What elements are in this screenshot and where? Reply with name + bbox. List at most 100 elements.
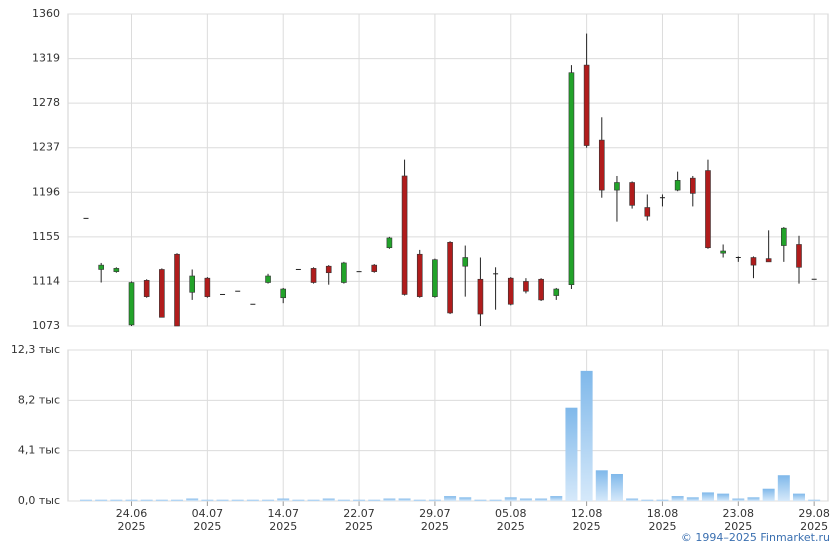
candle-body [98,264,104,270]
candle-body [705,170,711,249]
volume-bar [762,488,775,501]
y-tick-label: 1319 [32,52,60,65]
volume-bar [95,499,108,501]
candle-body [750,257,757,266]
y-tick-label: 1196 [32,185,60,198]
volume-bar [277,498,290,501]
candle-body [447,241,453,314]
x-tick-label: 22.07 2025 [343,507,375,533]
volume-bar [489,499,502,501]
volume-bar [216,499,229,501]
x-tick-label: 12.08 2025 [570,507,603,533]
volume-bar [535,498,548,501]
candle-body [174,253,180,327]
candle-body [265,275,271,283]
volume-bar [322,498,335,501]
volume-bar [307,499,320,501]
y-tick-label: 4,1 тыс [18,444,60,457]
candle-body [507,277,514,305]
candle-body [568,72,575,285]
y-tick-label: 12,3 тыс [11,343,60,356]
volume-bar [626,498,639,501]
volume-bar [201,499,214,501]
volume-bar [550,496,563,501]
volume-bar [428,499,441,501]
copyright[interactable]: © 1994–2025 Finmarket.ru [680,531,830,544]
candle-body [644,207,651,217]
volume-bar [246,499,259,501]
x-tick-label: 14.07 2025 [267,507,299,533]
volume-bar [792,493,805,501]
y-tick-label: 1278 [32,96,60,109]
volume-bar [413,499,426,501]
candle-body [371,264,378,272]
volume-bar [186,498,199,501]
volume-bar [808,499,821,501]
candle-body [113,268,120,272]
volume-bar [610,473,623,501]
volume-bar [444,496,457,501]
candle-body [159,269,165,318]
volume-bar [80,499,92,501]
candle-body [189,275,195,293]
plot-frame [67,349,829,502]
volume-bar [671,496,684,501]
volume-bar [337,499,350,501]
candle-body [341,262,347,283]
candle-body [204,277,211,297]
y-tick-label: 0,0 тыс [18,494,60,507]
volume-bar [504,497,517,501]
volume-bar [474,499,487,501]
candle-body [614,182,620,191]
volume-bar [140,499,153,501]
candle-body [128,282,135,326]
candle-body [553,288,560,296]
candle-body [416,253,423,297]
volume-bar [641,499,654,501]
volume-bar [368,499,381,501]
volume-bar [171,499,184,501]
volume-bar [656,499,669,501]
x-tick-label: 04.07 2025 [191,507,224,533]
candle-body [523,281,529,292]
volume-bar [686,497,699,501]
candle-body [598,139,605,191]
candle-body [477,278,484,315]
candle-body [325,265,332,274]
volume-bar [595,470,608,501]
volume-bar [383,498,396,501]
x-tick-label: 05.08 2025 [495,507,527,533]
x-tick-label: 29.08 2025 [798,507,830,533]
candle-body [689,177,696,194]
candle-body [720,250,726,254]
volume-bar [701,492,714,501]
volume-bar [717,493,730,501]
x-tick-label: 18.08 2025 [646,507,679,533]
x-tick-label: 24.06 2025 [115,507,148,533]
volume-bar [732,498,745,501]
y-tick-label: 1073 [32,319,60,332]
candle-body [796,244,802,268]
volume-bar [125,499,138,501]
volume-bar [580,370,593,501]
volume-bar [262,499,275,501]
candle-body [280,288,287,299]
candle-body [781,227,787,246]
candle-body [386,237,393,249]
candle-body [310,268,317,283]
candle-body [538,278,544,301]
candle-body [674,180,681,191]
volume-bar [292,499,305,501]
volume-bar [353,499,366,501]
candle-body [583,64,590,146]
volume-bar [110,499,123,501]
volume-bar [519,498,532,501]
candle-body [143,280,150,297]
candle-body [629,182,635,206]
y-tick-label: 1114 [32,274,60,287]
x-tick-label: 23.08 2025 [722,507,755,533]
volume-bar [565,407,578,501]
volume-bar [459,497,472,501]
